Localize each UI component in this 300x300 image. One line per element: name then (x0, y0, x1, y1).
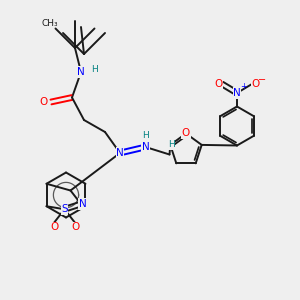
Text: −: − (258, 75, 267, 85)
Text: S: S (61, 204, 68, 214)
Text: N: N (142, 142, 149, 152)
Text: N: N (77, 67, 85, 77)
Text: O: O (182, 128, 190, 139)
Text: H: H (168, 140, 175, 149)
Text: +: + (240, 82, 247, 91)
Text: O: O (39, 97, 48, 107)
Text: N: N (116, 148, 124, 158)
Text: O: O (251, 79, 260, 89)
Text: CH₃: CH₃ (42, 19, 58, 28)
Text: O: O (214, 79, 223, 89)
Text: H: H (142, 131, 149, 140)
Text: N: N (233, 88, 241, 98)
Text: N: N (79, 199, 86, 209)
Text: O: O (50, 222, 58, 232)
Text: O: O (71, 222, 79, 232)
Text: H: H (91, 64, 98, 74)
